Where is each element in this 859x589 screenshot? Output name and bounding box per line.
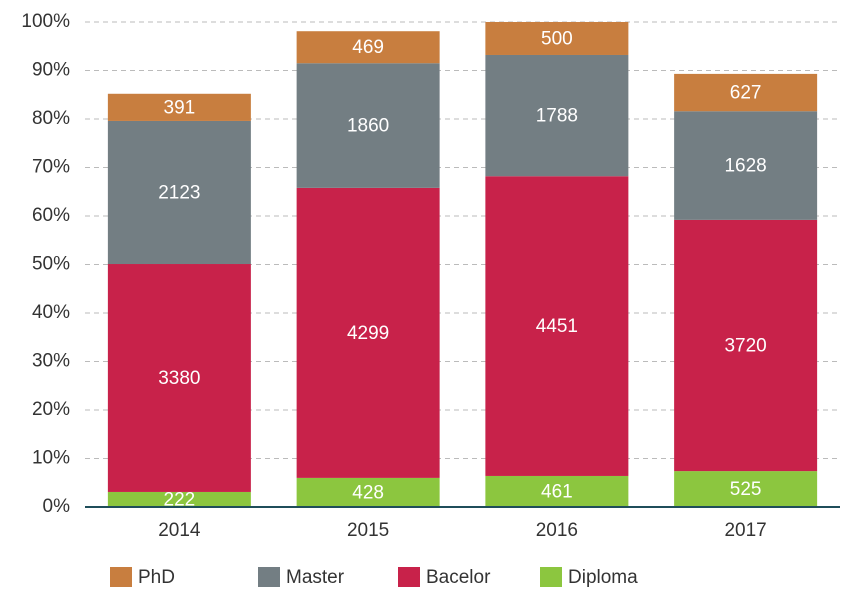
legend-label: PhD bbox=[138, 567, 175, 588]
data-label: 500 bbox=[541, 29, 573, 50]
data-label: 222 bbox=[164, 489, 196, 510]
data-label: 391 bbox=[164, 97, 196, 118]
data-label: 4451 bbox=[536, 316, 578, 337]
bar-segment bbox=[674, 471, 818, 507]
y-tick-label: 10% bbox=[32, 448, 70, 469]
y-tick-label: 60% bbox=[32, 205, 70, 226]
bar-segment bbox=[296, 31, 440, 64]
bar-segment bbox=[107, 93, 251, 121]
x-tick-label: 2017 bbox=[724, 520, 766, 541]
data-label: 525 bbox=[730, 479, 762, 500]
legend-swatch bbox=[110, 567, 132, 587]
legend-label: Bacelor bbox=[426, 567, 491, 588]
y-tick-label: 70% bbox=[32, 157, 70, 178]
data-label: 461 bbox=[541, 481, 573, 502]
bar-segment bbox=[107, 264, 251, 492]
legend-label: Diploma bbox=[568, 567, 638, 588]
bar-segment bbox=[107, 491, 251, 507]
y-tick-label: 0% bbox=[43, 496, 71, 517]
legend-swatch bbox=[540, 567, 562, 587]
y-tick-label: 20% bbox=[32, 399, 70, 420]
bar-segment bbox=[674, 111, 818, 220]
bar-segment bbox=[674, 219, 818, 472]
data-label: 627 bbox=[730, 83, 762, 104]
bar-segment bbox=[107, 120, 251, 265]
data-label: 3720 bbox=[724, 336, 766, 357]
bar-segment bbox=[296, 63, 440, 188]
x-tick-label: 2016 bbox=[536, 520, 578, 541]
legend-swatch bbox=[398, 567, 420, 587]
legend-swatch bbox=[258, 567, 280, 587]
data-label: 3380 bbox=[158, 368, 200, 389]
data-label: 1628 bbox=[724, 156, 766, 177]
bar-segment bbox=[485, 22, 629, 55]
y-tick-label: 50% bbox=[32, 254, 70, 275]
data-label: 2123 bbox=[158, 182, 200, 203]
data-label: 4299 bbox=[347, 323, 389, 344]
bar-segment bbox=[296, 477, 440, 507]
x-tick-label: 2015 bbox=[347, 520, 389, 541]
bar-segment bbox=[485, 475, 629, 507]
y-tick-label: 80% bbox=[32, 108, 70, 129]
bar-segment bbox=[485, 176, 629, 476]
data-label: 469 bbox=[352, 37, 384, 58]
bar-segment bbox=[296, 187, 440, 478]
data-label: 1860 bbox=[347, 116, 389, 137]
x-tick-label: 2014 bbox=[158, 520, 201, 541]
bar-segment bbox=[485, 54, 629, 177]
data-label: 428 bbox=[352, 482, 384, 503]
y-tick-label: 100% bbox=[21, 11, 70, 32]
y-tick-label: 40% bbox=[32, 302, 70, 323]
data-label: 1788 bbox=[536, 106, 578, 127]
bar-segment bbox=[674, 73, 818, 112]
y-tick-label: 30% bbox=[32, 351, 70, 372]
legend-label: Master bbox=[286, 567, 345, 588]
y-tick-label: 90% bbox=[32, 60, 70, 81]
